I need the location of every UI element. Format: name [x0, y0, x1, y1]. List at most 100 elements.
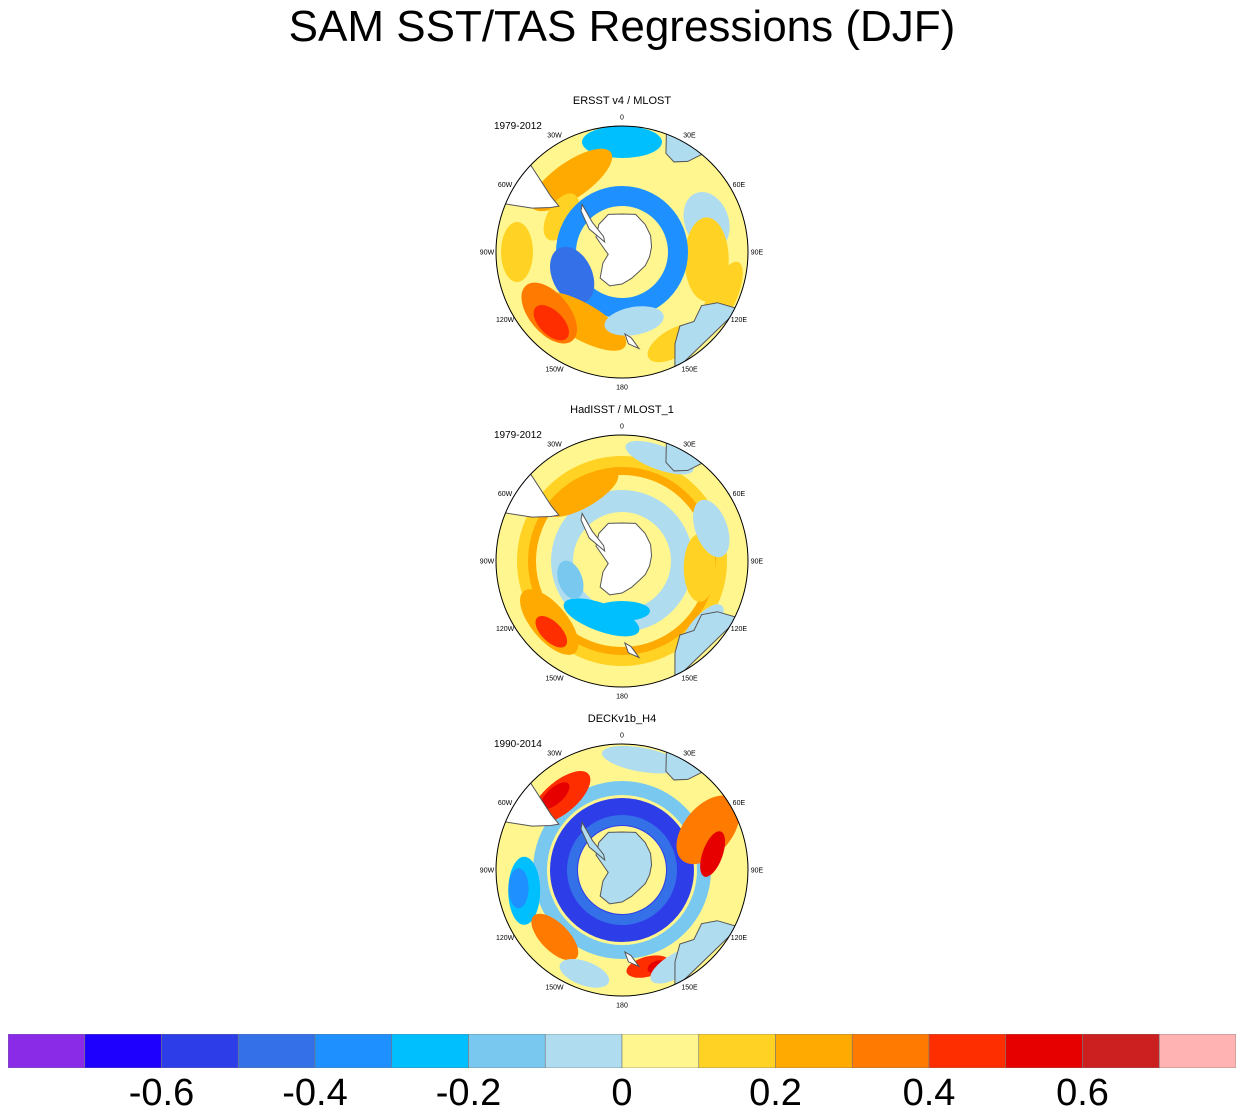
polar-map: 0 30E 60E 90E 120E 150E 180 150W 120W 90W 60W 30W	[480, 424, 764, 701]
longitude-label: 30W	[547, 751, 562, 758]
colorbar-segment	[237, 1034, 316, 1068]
longitude-label: 180	[616, 694, 628, 701]
longitude-label: 150W	[545, 675, 564, 682]
longitude-label: 30E	[683, 133, 696, 140]
antarctica-outline	[595, 213, 653, 287]
anomaly-ring	[567, 815, 677, 925]
longitude-label: 30W	[547, 133, 562, 140]
longitude-label: 90W	[480, 250, 495, 257]
antarctica-outline	[595, 522, 653, 596]
longitude-label: 120E	[731, 935, 748, 942]
chart-title: SAM SST/TAS Regressions (DJF)	[288, 2, 956, 51]
colorbar-segment	[1005, 1034, 1083, 1068]
longitude-label: 60E	[733, 491, 746, 498]
longitude-label: 60W	[498, 800, 513, 807]
longitude-label: 90E	[751, 250, 764, 257]
longitude-label: 60E	[733, 182, 746, 189]
longitude-label: 180	[616, 1003, 628, 1010]
colorbar-tick-label: -0.6	[128, 1072, 195, 1114]
panel-title: DECKv1b_H4	[587, 713, 657, 725]
anomaly-region	[533, 304, 570, 341]
colorbar-tick-label: 0.6	[1056, 1072, 1109, 1114]
anomaly-region	[559, 959, 610, 988]
longitude-label: 90W	[480, 559, 495, 566]
colorbar-segment	[928, 1034, 1007, 1068]
anomaly-region	[547, 470, 619, 517]
longitude-label: 150W	[545, 984, 564, 991]
colorbar-segment	[84, 1034, 162, 1068]
panel-title: HadISST / MLOST_1	[570, 404, 674, 416]
longitude-label: 90W	[480, 868, 495, 875]
anomaly-ring	[517, 456, 727, 666]
longitude-label: 60W	[498, 182, 513, 189]
panel-title: ERSST v4 / MLOST	[572, 95, 672, 107]
longitude-label: 90E	[751, 559, 764, 566]
longitude-label: 60E	[733, 800, 746, 807]
longitude-label: 150E	[681, 984, 698, 991]
anomaly-region	[535, 615, 568, 648]
peninsula-outline	[580, 512, 606, 553]
longitude-label: 180	[616, 385, 628, 392]
polar-map-panel-2: HadISST / MLOST_1 1979-2012 0 30E 60E 90E 12…	[470, 404, 774, 704]
longitude-label: 30W	[547, 442, 562, 449]
panel-period: 1979-2012	[494, 430, 542, 441]
colorbar-segment	[544, 1034, 623, 1068]
longitude-label: 120W	[496, 935, 515, 942]
new-zealand-outline	[623, 641, 641, 659]
anomaly-region	[540, 782, 570, 810]
colorbar-segment	[1082, 1034, 1160, 1068]
colorbar	[8, 1034, 1236, 1068]
colorbar-segment	[621, 1034, 700, 1068]
longitude-label: 150E	[681, 366, 698, 373]
colorbar-segment	[161, 1034, 239, 1068]
polar-map-panel-1: ERSST v4 / MLOST 1979-2012 0 30E 60E 90E 120…	[470, 95, 774, 395]
peninsula-outline	[580, 203, 606, 244]
colorbar-segment	[468, 1034, 546, 1068]
longitude-label: 30E	[683, 442, 696, 449]
colorbar-tick-label: 0	[611, 1072, 633, 1114]
longitude-label: 120W	[496, 317, 515, 324]
anomaly-region	[700, 831, 726, 877]
longitude-label: 150E	[681, 675, 698, 682]
map-frame	[495, 434, 749, 688]
longitude-label: 30E	[683, 751, 696, 758]
anomaly-region	[550, 246, 595, 304]
colorbar-tick-label: 0.4	[902, 1072, 956, 1114]
longitude-label: 120W	[496, 626, 515, 633]
anomaly-region	[604, 306, 664, 336]
colorbar-segment	[391, 1034, 469, 1068]
new-zealand-outline	[623, 332, 641, 350]
new-zealand-outline	[623, 950, 641, 968]
colorbar-tick-label: -0.4	[282, 1072, 348, 1114]
anomaly-region	[531, 913, 579, 961]
colorbar-segment	[698, 1034, 776, 1068]
anomaly-region	[557, 560, 584, 600]
panel-period: 1990-2014	[494, 739, 542, 750]
polar-map: 0 30E 60E 90E 120E 150E 180 150W 120W 90W 60W 30W	[480, 115, 764, 392]
peninsula-outline	[580, 821, 606, 862]
anomaly-region	[693, 499, 730, 558]
anomaly-region	[530, 148, 613, 212]
longitude-label: 60W	[498, 491, 513, 498]
anomaly-region	[508, 868, 529, 909]
longitude-label: 90E	[751, 868, 764, 875]
colorbar-segment	[1158, 1034, 1236, 1068]
antarctica-outline	[595, 831, 653, 905]
longitude-label: 120E	[731, 317, 748, 324]
anomaly-region	[594, 601, 650, 621]
map-frame	[495, 125, 749, 379]
colorbar-tick-labels: -0.6 -0.4 -0.2 0 0.2 0.4 0.6	[0, 1072, 1244, 1116]
panel-period: 1979-2012	[494, 121, 542, 132]
map-frame	[495, 743, 749, 997]
colorbar-segment	[775, 1034, 853, 1068]
colorbar-segment	[314, 1034, 393, 1068]
anomaly-ring	[550, 798, 694, 942]
longitude-label: 0	[620, 733, 624, 740]
colorbar-tick-label: -0.2	[435, 1072, 502, 1114]
longitude-label: 120E	[731, 626, 748, 633]
longitude-label: 0	[620, 115, 624, 122]
colorbar-segment	[851, 1034, 930, 1068]
polar-map: 0 30E 60E 90E 120E 150E 180 150W 120W 90W 60W 30W	[480, 733, 764, 1010]
polar-map-panel-3: DECKv1b_H4 1990-2014 0 30E 60E 90E 120E 150E 1…	[470, 713, 774, 1013]
colorbar-tick-label: 0.2	[749, 1072, 802, 1114]
